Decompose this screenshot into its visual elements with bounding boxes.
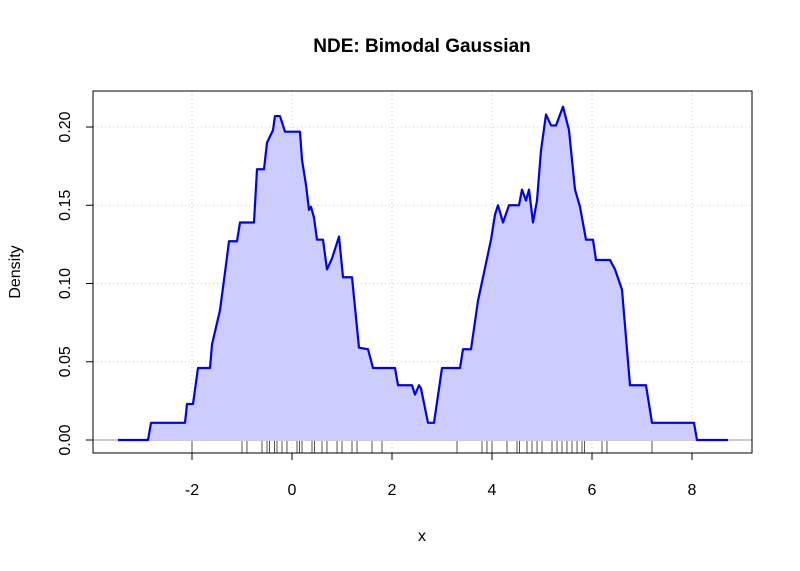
y-tick-label: 0.15: [57, 190, 74, 221]
x-axis-label: x: [418, 528, 426, 545]
y-tick-label: 0.00: [57, 424, 74, 455]
y-tick-label: 0.05: [57, 346, 74, 377]
y-tick-label: 0.20: [57, 111, 74, 142]
x-tick-label: 8: [688, 482, 697, 499]
chart-title: NDE: Bimodal Gaussian: [313, 36, 531, 57]
x-tick-label: 4: [488, 482, 497, 499]
x-tick-label: 0: [288, 482, 297, 499]
density-line: [118, 105, 728, 442]
x-tick-label: 2: [388, 482, 397, 499]
density-area: [118, 106, 728, 441]
y-axis-label: Density: [7, 245, 24, 298]
x-tick-label: -2: [185, 482, 199, 499]
x-tick-label: 6: [588, 482, 597, 499]
plot-area: [93, 91, 752, 453]
y-tick-label: 0.10: [57, 268, 74, 299]
